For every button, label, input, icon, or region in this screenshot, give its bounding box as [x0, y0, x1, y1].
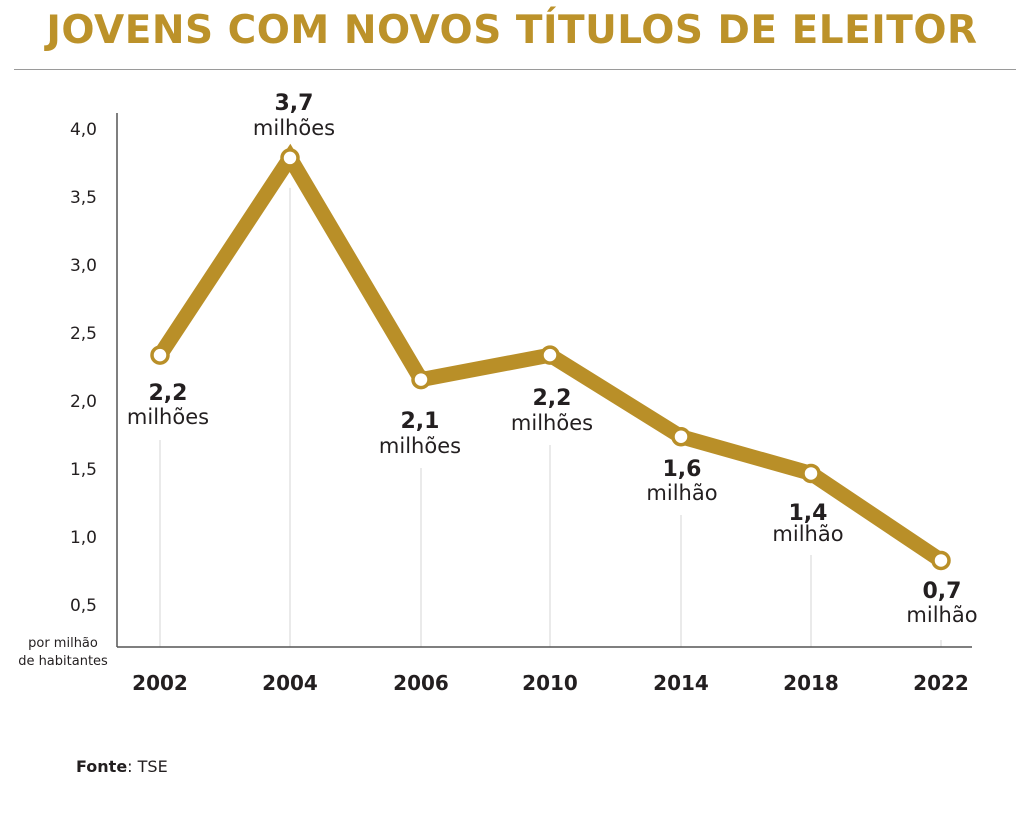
y-tick-label: 0,5: [70, 596, 97, 616]
data-label-unit: milhões: [511, 411, 593, 435]
x-axis-ticks: 2002 2004 2006 2010 2014 2018 2022: [132, 671, 969, 695]
page-title: JOVENS COM NOVOS TÍTULOS DE ELEITOR: [46, 8, 978, 53]
source-label: Fonte: [76, 757, 128, 776]
data-point: [540, 345, 560, 365]
data-point: [280, 148, 300, 168]
data-point: [931, 550, 951, 571]
data-label-unit: milhão: [646, 481, 717, 505]
x-tick-label: 2022: [913, 671, 969, 695]
title-divider: [14, 69, 1016, 70]
data-point: [150, 345, 170, 365]
data-point: [801, 463, 821, 484]
y-axis-unit-line: de habitantes: [18, 654, 108, 669]
data-label-value: 1,6: [663, 457, 702, 482]
x-tick-label: 2004: [262, 671, 318, 695]
y-tick-label: 2,5: [70, 324, 97, 344]
y-axis-unit-line: por milhão: [28, 636, 98, 651]
y-tick-label: 1,0: [70, 528, 97, 548]
data-labels: 2,2milhões3,7milhões2,1milhões2,2milhões…: [127, 91, 978, 627]
source-separator: :: [127, 757, 138, 776]
x-tick-label: 2002: [132, 671, 188, 695]
data-label-unit: milhões: [379, 434, 461, 458]
data-label-value: 0,7: [923, 579, 962, 604]
y-tick-label: 3,5: [70, 188, 97, 208]
y-tick-label: 2,0: [70, 392, 97, 412]
data-point: [671, 426, 691, 447]
data-label-value: 3,7: [275, 91, 314, 116]
y-axis-ticks: 4,0 3,5 3,0 2,5 2,0 1,5 1,0 0,5: [70, 120, 97, 616]
data-label-unit: milhão: [772, 522, 843, 546]
data-label-unit: milhões: [127, 405, 209, 429]
data-label-value: 2,2: [533, 386, 572, 411]
data-label-value: 1,4: [789, 501, 828, 526]
source-note: Fonte: TSE: [76, 757, 168, 776]
y-tick-label: 3,0: [70, 256, 97, 276]
x-tick-label: 2006: [393, 671, 449, 695]
vertical-guide-lines: [159, 187, 942, 647]
data-label-unit: milhões: [253, 116, 335, 140]
data-label-value: 2,1: [401, 409, 440, 434]
x-tick-label: 2014: [653, 671, 709, 695]
data-label-value: 2,2: [149, 381, 188, 406]
data-point: [411, 369, 431, 390]
y-tick-label: 1,5: [70, 460, 97, 480]
data-points: [150, 148, 951, 571]
source-value: TSE: [137, 757, 168, 776]
data-label-unit: milhão: [906, 603, 977, 627]
x-tick-label: 2010: [522, 671, 578, 695]
x-tick-label: 2018: [783, 671, 839, 695]
y-tick-label: 4,0: [70, 120, 97, 140]
y-axis-unit-label: por milhão de habitantes: [18, 636, 108, 669]
